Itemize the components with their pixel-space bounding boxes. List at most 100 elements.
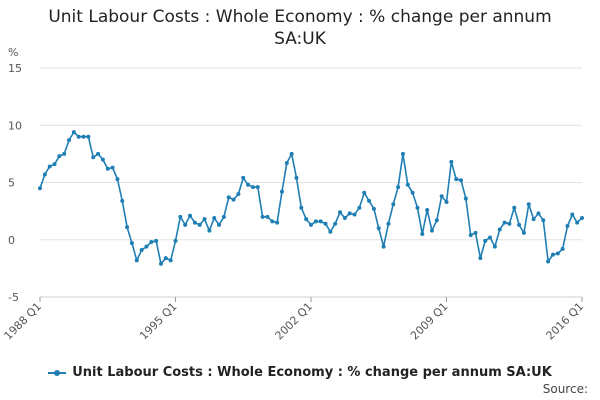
data-point[interactable] [555, 251, 560, 256]
data-point[interactable] [512, 205, 517, 210]
data-point[interactable] [342, 215, 347, 220]
data-point[interactable] [328, 229, 333, 234]
data-point[interactable] [580, 215, 584, 220]
data-point[interactable] [565, 224, 570, 229]
data-point[interactable] [96, 151, 101, 156]
data-point[interactable] [396, 185, 401, 190]
data-point[interactable] [42, 172, 47, 177]
data-point[interactable] [217, 222, 222, 227]
data-point[interactable] [454, 177, 459, 182]
data-point[interactable] [221, 214, 226, 219]
data-point[interactable] [236, 191, 241, 196]
data-point[interactable] [362, 190, 367, 195]
data-point[interactable] [347, 211, 352, 216]
data-point[interactable] [526, 202, 531, 207]
data-point[interactable] [338, 210, 343, 215]
data-point[interactable] [323, 221, 328, 226]
data-point[interactable] [478, 256, 483, 261]
data-point[interactable] [168, 258, 173, 263]
data-point[interactable] [371, 206, 376, 211]
data-point[interactable] [139, 248, 144, 253]
data-point[interactable] [81, 134, 86, 139]
data-point[interactable] [468, 233, 473, 238]
data-point[interactable] [541, 218, 546, 223]
data-point[interactable] [38, 186, 42, 191]
data-point[interactable] [420, 232, 425, 237]
data-point[interactable] [284, 161, 289, 166]
data-point[interactable] [110, 165, 115, 170]
data-point[interactable] [154, 238, 159, 243]
data-point[interactable] [188, 213, 193, 218]
data-point[interactable] [279, 189, 284, 194]
data-point[interactable] [134, 258, 139, 263]
data-point[interactable] [178, 214, 183, 219]
data-point[interactable] [318, 219, 323, 224]
data-point[interactable] [425, 207, 430, 212]
data-point[interactable] [502, 220, 507, 225]
data-point[interactable] [115, 177, 120, 182]
data-point[interactable] [439, 194, 444, 199]
data-point[interactable] [429, 228, 434, 233]
data-point[interactable] [405, 182, 410, 187]
data-point[interactable] [546, 259, 551, 264]
data-point[interactable] [386, 221, 391, 226]
data-point[interactable] [67, 138, 72, 143]
data-point[interactable] [76, 134, 81, 139]
data-point[interactable] [275, 220, 280, 225]
data-point[interactable] [294, 175, 299, 180]
data-point[interactable] [52, 162, 57, 167]
data-point[interactable] [536, 211, 541, 216]
data-point[interactable] [105, 166, 110, 171]
data-point[interactable] [62, 151, 67, 156]
data-point[interactable] [492, 244, 497, 249]
data-point[interactable] [270, 219, 275, 224]
data-point[interactable] [207, 228, 212, 233]
data-point[interactable] [352, 212, 357, 217]
data-point[interactable] [260, 214, 265, 219]
data-point[interactable] [125, 225, 130, 230]
data-point[interactable] [231, 197, 236, 202]
data-point[interactable] [376, 226, 381, 231]
data-point[interactable] [173, 238, 178, 243]
data-point[interactable] [149, 240, 154, 245]
data-point[interactable] [265, 214, 270, 219]
data-point[interactable] [47, 164, 52, 169]
data-point[interactable] [333, 221, 338, 226]
data-point[interactable] [304, 217, 309, 222]
data-point[interactable] [415, 205, 420, 210]
data-point[interactable] [163, 256, 168, 261]
data-point[interactable] [357, 205, 362, 210]
data-point[interactable] [158, 261, 163, 266]
data-point[interactable] [400, 151, 405, 156]
data-point[interactable] [202, 217, 207, 222]
data-point[interactable] [497, 227, 502, 232]
data-point[interactable] [289, 151, 294, 156]
data-point[interactable] [483, 238, 488, 243]
data-point[interactable] [250, 185, 255, 190]
data-point[interactable] [197, 222, 202, 227]
data-point[interactable] [57, 154, 62, 159]
data-point[interactable] [226, 195, 231, 200]
data-point[interactable] [507, 221, 512, 226]
data-point[interactable] [313, 219, 318, 224]
data-point[interactable] [449, 159, 454, 164]
data-point[interactable] [434, 218, 439, 223]
data-point[interactable] [129, 241, 134, 246]
data-point[interactable] [488, 235, 493, 240]
data-point[interactable] [521, 230, 526, 235]
data-point[interactable] [100, 157, 105, 162]
data-point[interactable] [391, 202, 396, 207]
data-point[interactable] [570, 212, 575, 217]
data-point[interactable] [120, 198, 125, 203]
data-point[interactable] [410, 190, 415, 195]
legend[interactable]: Unit Labour Costs : Whole Economy : % ch… [0, 365, 600, 380]
data-point[interactable] [86, 134, 91, 139]
data-point[interactable] [381, 244, 386, 249]
data-point[interactable] [144, 244, 149, 249]
data-point[interactable] [560, 246, 565, 251]
data-point[interactable] [71, 130, 76, 135]
data-point[interactable] [299, 205, 304, 210]
data-point[interactable] [444, 199, 449, 204]
data-point[interactable] [246, 182, 251, 187]
data-point[interactable] [192, 220, 197, 225]
